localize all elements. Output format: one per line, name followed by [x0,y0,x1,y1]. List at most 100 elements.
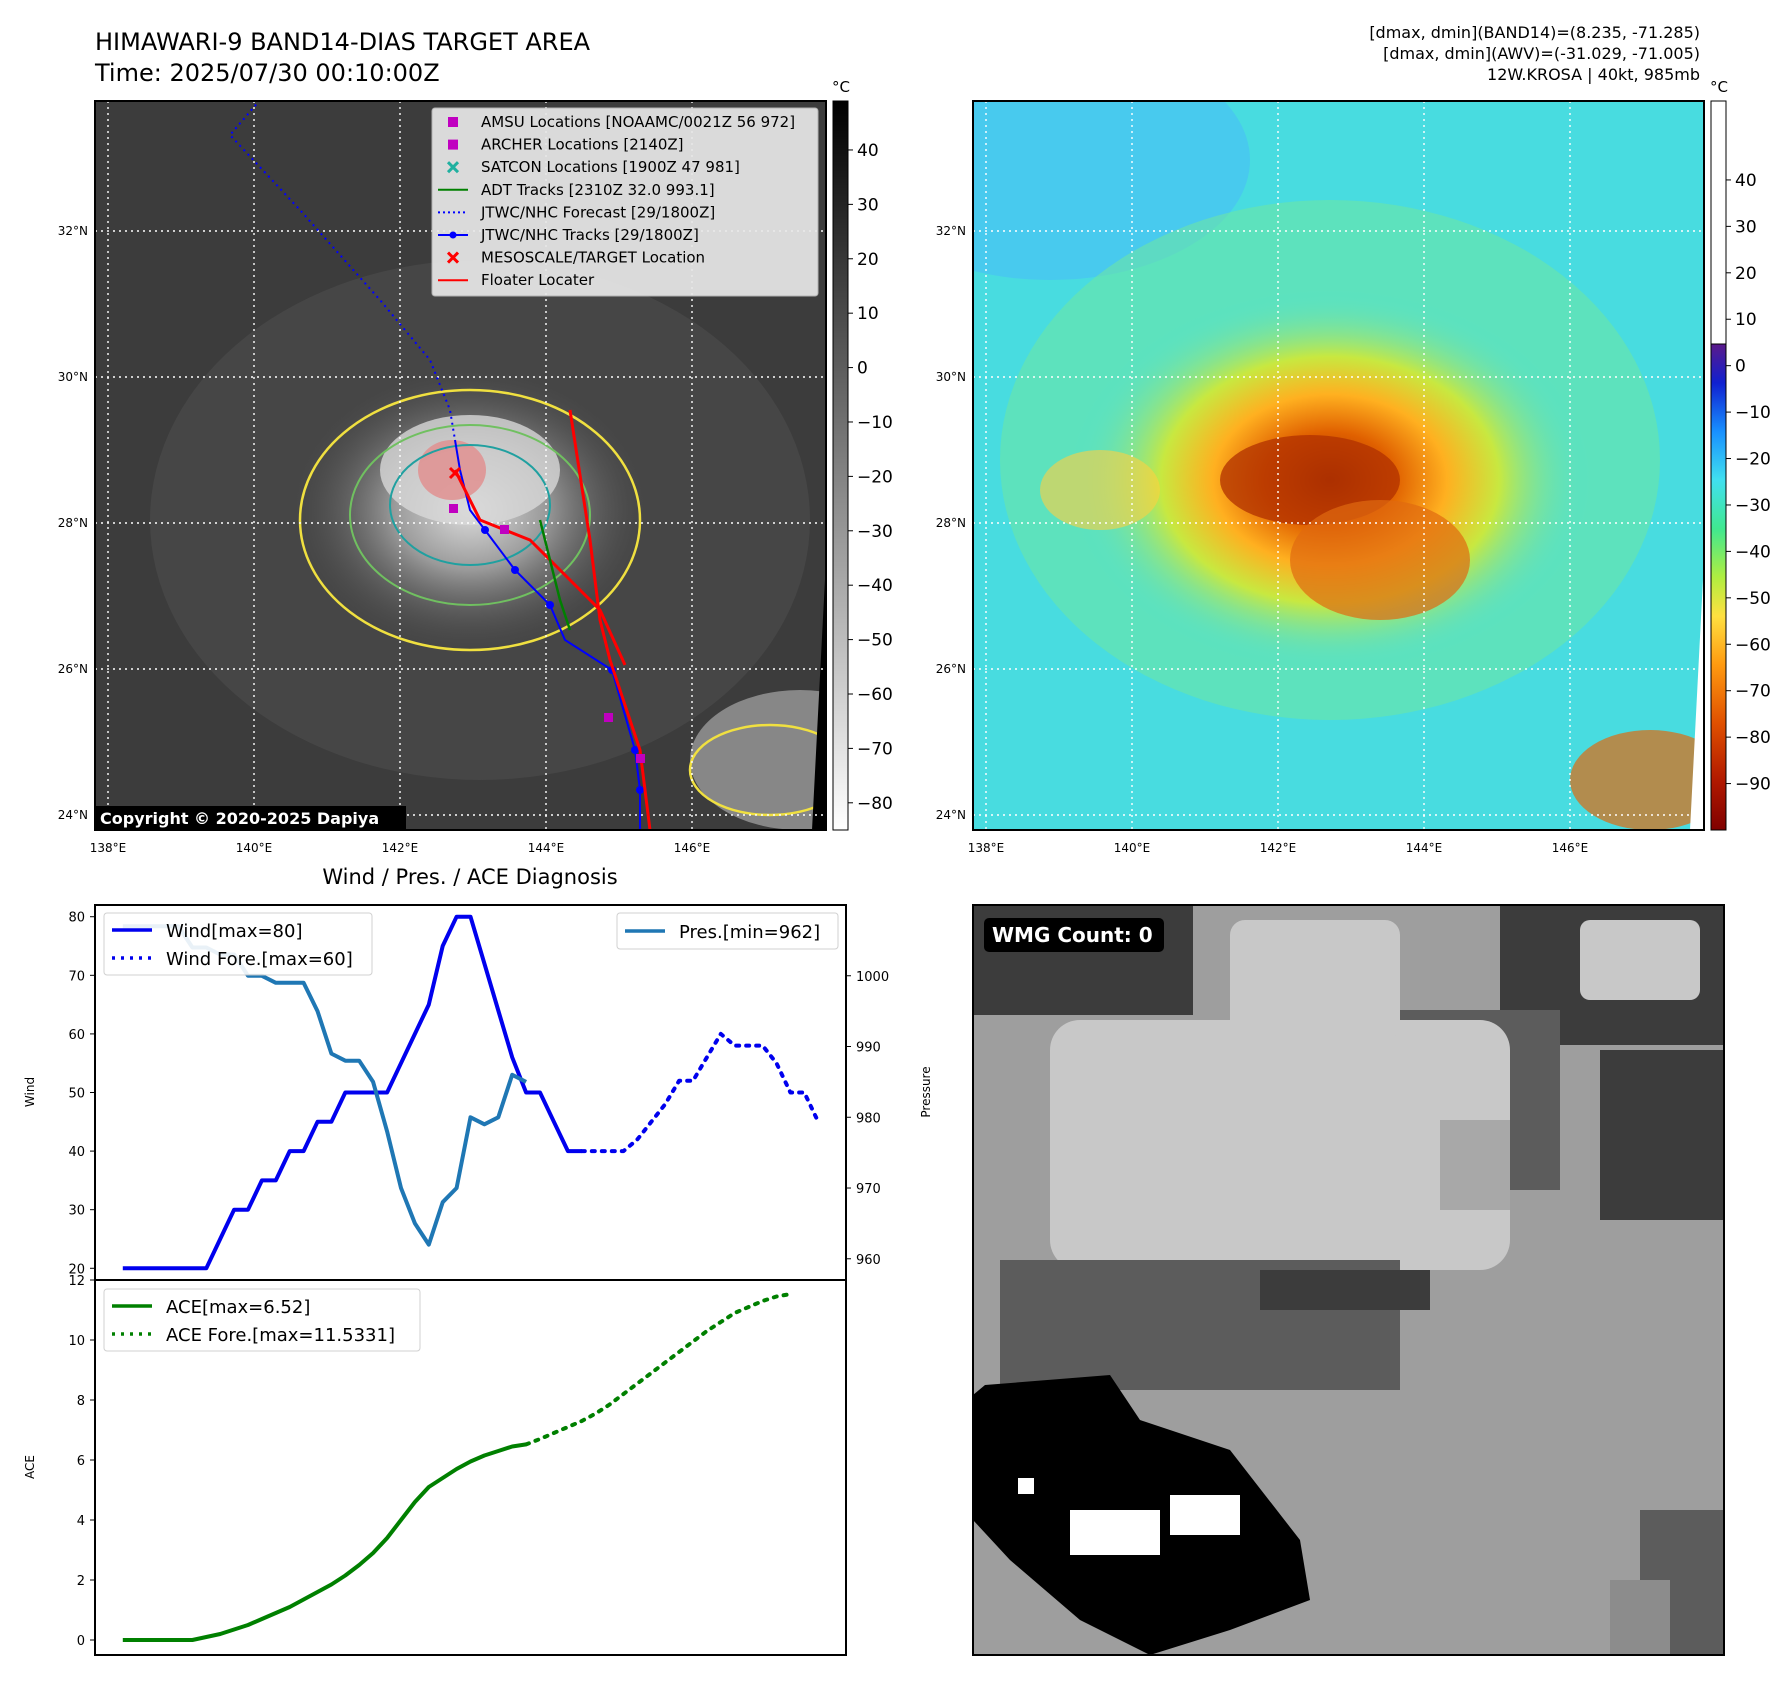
pressure-y-tick-label: 1000 [856,970,889,985]
ir-colorbar-unit: °C [832,78,850,96]
ace-panel: 0 2 4 6 8 10 12 ACE ACE[max=6.52] ACE Fore.[ma… [23,1274,847,1656]
wind-legend-label: Wind[max=80] [166,921,303,942]
awv-colorbar-tick: 30 [1735,217,1757,237]
awv-colorbar-tick: 10 [1735,310,1757,330]
pressure-y-tick-label: 990 [856,1041,881,1056]
pressure-y-tick-label: 960 [856,1253,881,1268]
awv-lat-tick-label: 28°N [936,516,966,530]
ace-y-ticks: 0 2 4 6 8 10 12 [68,1274,95,1649]
awv-lat-tick-label: 30°N [936,370,966,384]
legend-label: ADT Tracks [2310Z 32.0 993.1] [481,181,715,199]
ir-colorbar-tick: −50 [857,631,893,651]
ir-colorbar-tick: −80 [857,794,893,814]
ace-y-tick-label: 12 [68,1274,85,1289]
awv-colorbar-tick: 20 [1735,264,1757,284]
wind-y-tick-label: 40 [68,1145,85,1160]
awv-colorbar-tick: −40 [1735,542,1771,562]
ir-colorbar [832,100,849,831]
ace-y-tick-label: 2 [77,1574,85,1589]
amsu-markers [449,504,645,763]
ir-colorbar-tick: −70 [857,739,893,759]
ace-y-tick-label: 4 [77,1514,85,1529]
legend-marker [446,161,460,174]
awv-colorbar-negative [1710,343,1727,831]
ace-fore-legend-label: ACE Fore.[max=11.5331] [166,1325,395,1346]
ir-colorbar-tick: 40 [857,141,879,161]
ace-y-tick-label: 0 [77,1634,85,1649]
awv-map: 138°E 140°E 142°E 144°E 146°E 32°N 30°N 28°N 26… [936,78,1771,855]
legend-marker [448,117,458,127]
ir-colorbar-tick: −60 [857,685,893,705]
ace-forecast-line [524,1292,793,1447]
awv-colorbar-tick: 0 [1735,357,1746,377]
wmg-cloud-region [1050,1020,1510,1270]
awv-lon-ticks: 138°E 140°E 142°E 144°E 146°E [968,841,1589,855]
wind-y-tick-label: 60 [68,1028,85,1043]
awv-lat-tick-label: 26°N [936,662,966,676]
awv-lat-tick-label: 24°N [936,808,966,822]
ir-lon-tick-label: 146°E [674,841,711,855]
target-marker [448,466,462,480]
wmg-count-label: WMG Count: 0 [992,923,1153,947]
legend-marker [438,231,468,239]
legend-label: Floater Locater [481,271,595,289]
ir-lat-tick-label: 28°N [58,516,88,530]
ir-colorbar-tick: −30 [857,522,893,542]
awv-lon-tick-label: 146°E [1552,841,1589,855]
ace-series [122,1292,793,1642]
ir-lat-tick-label: 32°N [58,224,88,238]
wind-y-tick-label: 80 [68,911,85,926]
ace-y-tick-label: 6 [77,1454,85,1469]
awv-lat-ticks: 32°N 30°N 28°N 26°N 24°N [936,224,966,822]
wind-y-tick-label: 70 [68,969,85,984]
awv-colorbar-tick: −50 [1735,589,1771,609]
wind-y-tick-label: 20 [68,1262,85,1277]
figure-time: Time: 2025/07/30 00:10:00Z [94,59,440,87]
wind-y-tick-label: 50 [68,1087,85,1102]
wmg-panel: WMG Count: 0 [972,904,1725,1656]
ir-lon-tick-label: 144°E [528,841,565,855]
awv-lon-tick-label: 140°E [1114,841,1151,855]
info-awv: [dmax, dmin](AWV)=(-31.029, -71.005) [1383,44,1700,63]
ir-contour-yellow [298,388,642,652]
ace-y-tick-label: 8 [77,1394,85,1409]
ace-legend: ACE[max=6.52] ACE Fore.[max=11.5331] [103,1288,421,1352]
awv-colorbar-tick: −90 [1735,775,1771,795]
wind-fore-legend-label: Wind Fore.[max=60] [166,949,353,970]
adt-track [538,519,572,631]
pressure-y-ticks: 960 970 980 990 1000 [846,970,889,1268]
awv-colorbar-tick: −60 [1735,635,1771,655]
ir-colorbar-tick: −10 [857,413,893,433]
ir-lat-ticks: 32°N 30°N 28°N 26°N 24°N [58,224,88,822]
figure-title: HIMAWARI-9 BAND14-DIAS TARGET AREA [95,28,591,56]
ir-colorbar-tick: −40 [857,576,893,596]
ir-lon-ticks: 138°E 140°E 142°E 144°E 146°E [90,841,711,855]
ace-axis-label: ACE [23,1455,37,1479]
wind-y-tick-label: 30 [68,1204,85,1219]
copyright-box [96,806,406,830]
awv-colorbar-positive [1710,100,1727,345]
ace-legend-label: ACE[max=6.52] [166,1297,310,1318]
diagnosis-title: Wind / Pres. / ACE Diagnosis [322,865,617,889]
pressure-y-tick-label: 970 [856,1182,881,1197]
info-band14: [dmax, dmin](BAND14)=(8.235, -71.285) [1369,23,1700,42]
copyright-text: Copyright © 2020-2025 Dapiya [100,809,379,828]
ir-contour-green [349,424,591,606]
ir-colorbar-tick: 0 [857,359,868,379]
ir-map: AMSU Locations [NOAAMC/0021Z 56 972] ARCH… [58,78,893,855]
awv-colorbar-tick: −20 [1735,450,1771,470]
awv-lon-tick-label: 142°E [1260,841,1297,855]
pressure-axis-label: Pressure [919,1066,933,1117]
ir-colorbar-tick: 30 [857,195,879,215]
wind-line [122,914,582,1271]
ir-lon-tick-label: 142°E [382,841,419,855]
awv-colorbar-tick: −10 [1735,403,1771,423]
ir-colorbar-tick: 10 [857,304,879,324]
awv-colorbar-ticks: 40 30 20 10 0 −10 −20 −30 −40 −50 −60 −70 −80 −90 [1726,171,1771,795]
awv-lon-tick-label: 138°E [968,841,1005,855]
legend-label: JTWC/NHC Tracks [29/1800Z] [480,226,699,244]
wind-y-ticks: 20 30 40 50 60 70 80 [68,911,95,1277]
wind-pressure-panel: 20 30 40 50 60 70 80 960 970 980 990 1000 Wind Pre… [23,904,933,1281]
awv-frame [972,100,1705,831]
awv-gridlines [973,101,1704,830]
